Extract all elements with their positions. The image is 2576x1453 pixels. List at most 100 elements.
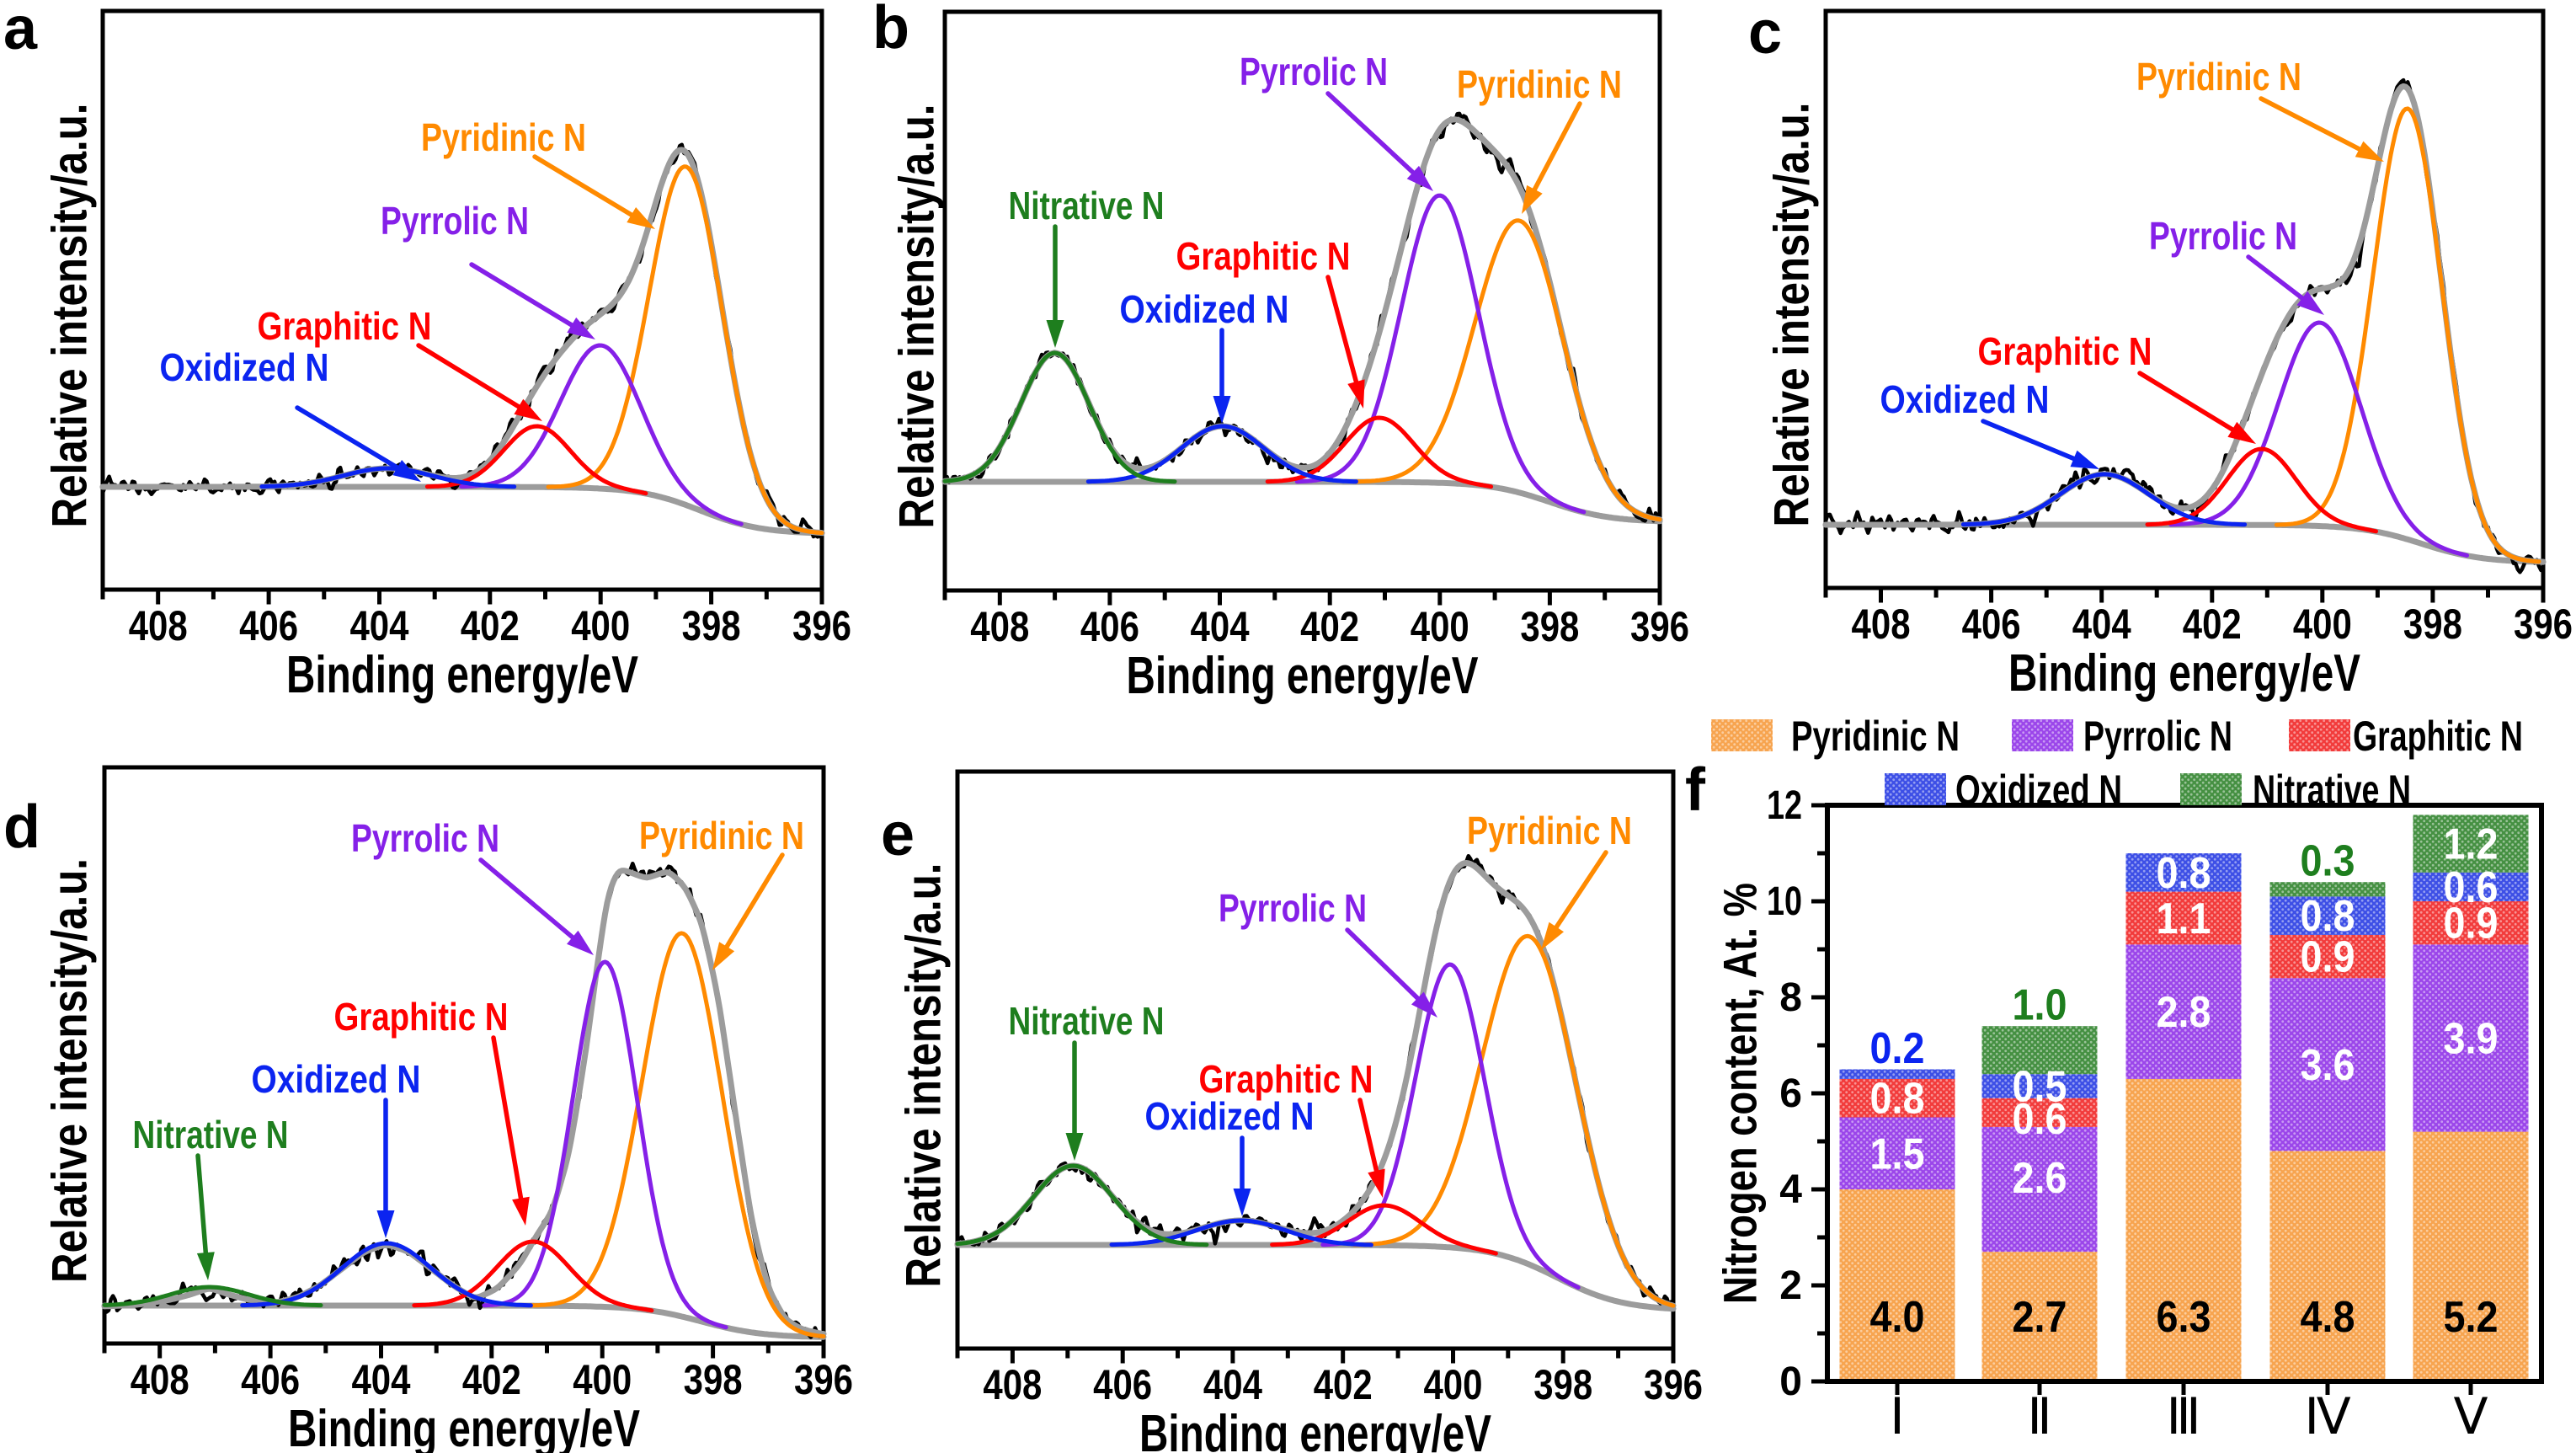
svg-text:1.5: 1.5 [1870, 1130, 1925, 1178]
svg-text:0: 0 [1779, 1360, 1802, 1404]
svg-text:404: 404 [1191, 603, 1250, 650]
svg-text:Nitrative N: Nitrative N [2253, 767, 2411, 814]
svg-text:Oxidized N: Oxidized N [1145, 1094, 1315, 1138]
svg-text:Pyridinic N: Pyridinic N [2136, 55, 2301, 99]
svg-text:Oxidized N: Oxidized N [252, 1057, 421, 1101]
svg-text:408: 408 [970, 603, 1029, 650]
svg-text:Graphitic N: Graphitic N [334, 995, 509, 1039]
svg-text:Pyrrolic N: Pyrrolic N [381, 199, 529, 243]
svg-text:5.2: 5.2 [2444, 1293, 2499, 1342]
svg-text:Pyridinic N: Pyridinic N [1457, 62, 1622, 106]
svg-text:404: 404 [2072, 601, 2131, 648]
svg-text:2: 2 [1779, 1263, 1802, 1308]
svg-text:1.0: 1.0 [2013, 981, 2067, 1030]
svg-text:Pyrrolic N: Pyrrolic N [1219, 886, 1367, 930]
svg-text:396: 396 [2514, 601, 2573, 648]
svg-text:402: 402 [1314, 1361, 1373, 1408]
svg-text:Oxidized N: Oxidized N [1120, 287, 1289, 331]
svg-text:Relative intensity/a.u.: Relative intensity/a.u. [890, 104, 945, 529]
svg-text:0.8: 0.8 [2157, 849, 2211, 898]
svg-text:408: 408 [131, 1356, 189, 1403]
svg-text:Binding energy/eV: Binding energy/eV [288, 1400, 640, 1453]
svg-text:Pyridinic N: Pyridinic N [421, 115, 586, 159]
svg-text:400: 400 [1423, 1361, 1482, 1408]
svg-text:6.3: 6.3 [2157, 1293, 2211, 1342]
svg-text:Binding energy/eV: Binding energy/eV [286, 646, 638, 704]
svg-text:f: f [1685, 756, 1706, 824]
svg-text:2.6: 2.6 [2013, 1154, 2067, 1203]
svg-text:10: 10 [1767, 879, 1802, 924]
svg-text:Pyrrolic N: Pyrrolic N [351, 816, 499, 860]
svg-text:408: 408 [1852, 601, 1911, 648]
svg-text:Ⅱ: Ⅱ [2027, 1389, 2052, 1445]
svg-text:Graphitic N: Graphitic N [1176, 234, 1351, 278]
svg-text:Relative intensity/a.u.: Relative intensity/a.u. [43, 858, 98, 1283]
svg-text:Relative intensity/a.u.: Relative intensity/a.u. [897, 863, 952, 1288]
svg-text:d: d [3, 793, 40, 861]
svg-text:Graphitic N: Graphitic N [258, 304, 432, 348]
svg-text:0.6: 0.6 [2013, 1095, 2067, 1144]
svg-text:8: 8 [1779, 975, 1802, 1020]
svg-text:1.2: 1.2 [2444, 820, 2499, 869]
svg-text:Binding energy/eV: Binding energy/eV [2008, 644, 2360, 702]
svg-text:Ⅲ: Ⅲ [2166, 1389, 2200, 1445]
svg-text:3.6: 3.6 [2301, 1041, 2355, 1090]
svg-text:404: 404 [349, 602, 408, 649]
svg-text:0.9: 0.9 [2301, 933, 2355, 982]
svg-text:Relative intensity/a.u.: Relative intensity/a.u. [43, 104, 98, 528]
svg-text:Graphitic N: Graphitic N [1978, 329, 2152, 373]
svg-text:408: 408 [129, 602, 188, 649]
svg-text:Oxidized N: Oxidized N [1955, 767, 2122, 814]
svg-text:a: a [3, 0, 38, 62]
svg-text:400: 400 [2293, 601, 2352, 648]
svg-text:400: 400 [571, 602, 630, 649]
svg-text:396: 396 [1630, 603, 1689, 650]
svg-text:Nitrogen content, At. %: Nitrogen content, At. % [1714, 883, 1767, 1304]
svg-text:4.8: 4.8 [2301, 1293, 2355, 1342]
svg-text:0.6: 0.6 [2444, 863, 2499, 912]
svg-text:Binding energy/eV: Binding energy/eV [1139, 1405, 1491, 1453]
svg-text:Pyridinic N: Pyridinic N [639, 814, 804, 857]
svg-text:4: 4 [1779, 1167, 1802, 1212]
svg-text:Binding energy/eV: Binding energy/eV [1127, 647, 1479, 705]
svg-text:406: 406 [1080, 603, 1139, 650]
svg-text:2.7: 2.7 [2013, 1293, 2067, 1342]
svg-text:0.3: 0.3 [2301, 837, 2355, 886]
svg-text:12: 12 [1767, 783, 1802, 828]
svg-text:1.1: 1.1 [2157, 895, 2211, 943]
svg-text:Pyridinic N: Pyridinic N [1791, 713, 1960, 760]
svg-text:Pyrrolic N: Pyrrolic N [2149, 214, 2297, 258]
svg-text:Pyrrolic N: Pyrrolic N [1240, 50, 1388, 93]
svg-text:2.8: 2.8 [2157, 988, 2211, 1037]
svg-text:404: 404 [1203, 1361, 1262, 1408]
svg-text:396: 396 [794, 1356, 853, 1403]
svg-text:396: 396 [1644, 1361, 1703, 1408]
svg-text:402: 402 [1300, 603, 1359, 650]
svg-text:Oxidized N: Oxidized N [160, 345, 329, 389]
svg-text:406: 406 [241, 1356, 300, 1403]
svg-text:398: 398 [1520, 603, 1579, 650]
svg-text:400: 400 [1411, 603, 1469, 650]
svg-text:Pyridinic N: Pyridinic N [1467, 809, 1632, 852]
svg-text:406: 406 [1962, 601, 2021, 648]
svg-text:0.8: 0.8 [2301, 892, 2355, 941]
svg-text:398: 398 [682, 602, 741, 649]
svg-text:404: 404 [351, 1356, 410, 1403]
svg-text:Pyrrolic N: Pyrrolic N [2083, 713, 2232, 760]
svg-text:Ⅳ: Ⅳ [2304, 1389, 2350, 1445]
svg-text:396: 396 [792, 602, 851, 649]
svg-text:c: c [1748, 0, 1782, 67]
svg-text:e: e [881, 801, 915, 868]
svg-text:402: 402 [2183, 601, 2242, 648]
svg-text:6: 6 [1779, 1071, 1802, 1116]
svg-text:Ⅴ: Ⅴ [2453, 1389, 2488, 1445]
svg-text:398: 398 [1533, 1361, 1592, 1408]
svg-text:Graphitic N: Graphitic N [2353, 713, 2523, 760]
svg-text:0.2: 0.2 [1870, 1024, 1925, 1073]
svg-text:402: 402 [462, 1356, 521, 1403]
svg-text:Relative intensity/a.u.: Relative intensity/a.u. [1765, 103, 1820, 527]
svg-text:Ⅰ: Ⅰ [1890, 1389, 1905, 1445]
svg-text:Nitrative N: Nitrative N [1009, 184, 1165, 227]
svg-text:Oxidized N: Oxidized N [1880, 377, 2050, 421]
svg-text:Nitrative N: Nitrative N [1009, 999, 1165, 1043]
